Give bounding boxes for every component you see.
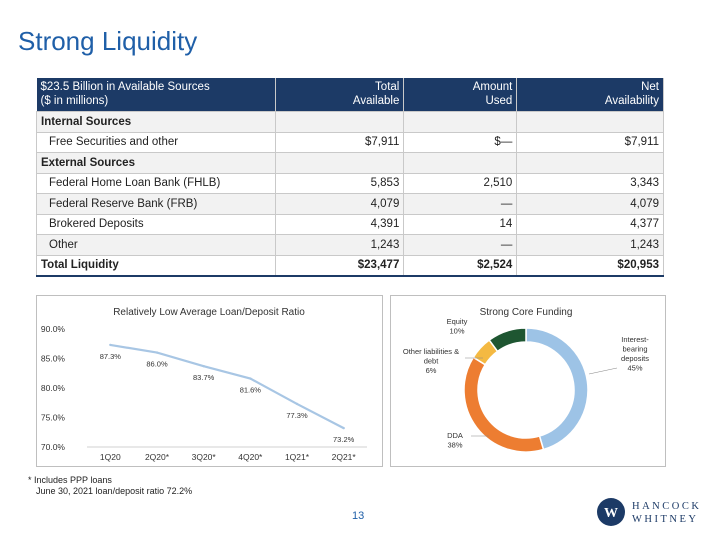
table-cell [274,111,405,133]
table-cell: — [403,234,518,256]
liquidity-table: $23.5 Billion in Available Sources ($ in … [36,78,664,277]
table-cell: Internal Sources [36,111,276,133]
line-chart-svg: Relatively Low Average Loan/Deposit Rati… [41,307,367,462]
x-tick-label: 4Q20* [238,452,263,462]
core-funding-chart: Strong Core Funding Interest-bearing depos… [390,295,666,467]
table-cell: 4,079 [274,193,405,215]
donut-chart-svg: Strong Core Funding Interest-bearing depos… [403,307,649,453]
data-label: 81.6% [240,386,262,395]
table-cell: 2,510 [403,172,518,194]
x-tick-label: 1Q21* [285,452,310,462]
table-cell: 4,079 [516,193,664,215]
hancock-whitney-logo-icon: W [597,498,625,526]
ratio-point [202,364,205,368]
footnote-ppp: * Includes PPP loans [28,475,112,485]
table-cell: 3,343 [516,172,664,194]
table-row: Other 1,243—1,243 [36,234,664,256]
ratio-point [109,343,112,347]
table-header-0: $23.5 Billion in Available Sources ($ in … [36,78,276,112]
loan-deposit-chart: Relatively Low Average Loan/Deposit Rati… [36,295,383,467]
table-cell: Federal Reserve Bank (FRB) [36,193,276,215]
table-row: Brokered Deposits 4,391 14 4,377 [36,213,664,235]
y-tick-label: 75.0% [41,413,66,423]
table-header-1: Total Available [275,78,405,112]
slice-label: Equity 10% [447,317,468,336]
slice-label: Other liabilities & debt 6% [403,347,459,375]
data-label: 73.2% [333,435,355,444]
ratio-point [342,426,345,430]
table-cell: 14 [403,213,518,235]
data-label: 83.7% [193,373,215,382]
table-cell: $23,477 [274,254,405,277]
logo-line-2: WHITNEY [632,514,699,525]
y-tick-label: 90.0% [41,324,66,334]
table-cell: $20,953 [516,254,664,277]
table-cell: External Sources [36,152,276,174]
donut-slice [488,327,527,353]
table-cell: 1,243 [274,234,405,256]
y-tick-label: 80.0% [41,383,66,393]
x-tick-label: 1Q20 [100,452,121,462]
table-cell [403,111,518,133]
x-tick-label: 3Q20* [192,452,217,462]
table-cell: 1,243 [516,234,664,256]
table-cell [516,152,664,174]
x-tick-label: 2Q20* [145,452,170,462]
table-cell: 4,391 [274,213,405,235]
table-cell [274,152,405,174]
x-tick-label: 2Q21* [332,452,357,462]
data-label: 87.3% [100,352,122,361]
table-cell: $2,524 [403,254,518,277]
line-chart-title: Relatively Low Average Loan/Deposit Rati… [113,307,305,318]
page-number: 13 [352,510,365,522]
table-cell: Other [36,234,276,256]
leader-line [588,367,618,375]
data-label: 77.3% [286,411,308,420]
ratio-series-line [110,343,345,430]
ratio-point [249,377,252,380]
y-tick-label: 70.0% [41,442,66,452]
table-cell: Brokered Deposits [36,213,276,235]
table-row: Federal Reserve Bank (FRB) 4,079—4,079 [36,193,664,215]
table-row: Free Securities and other $7,911 $— $7,911 [36,131,664,153]
table-cell: $7,911 [274,131,405,153]
table-row: Internal Sources [36,111,664,133]
table-row: Total Liquidity $23,477 $2,524 $20,953 [36,254,664,277]
donut-chart-title: Strong Core Funding [480,307,573,318]
logo-line-1: HANCOCK [632,501,702,512]
table-cell: — [403,193,518,215]
table-header-2: Amount Used [403,78,518,112]
table-cell: 5,853 [274,172,405,194]
footnote-ratio: June 30, 2021 loan/deposit ratio 72.2% [36,486,193,496]
table-row: External Sources [36,152,664,174]
donut-slice [463,356,545,453]
table-header-3: Net Availability [516,78,664,112]
data-label: 86.0% [146,360,168,369]
slice-label: DDA 38% [447,431,463,450]
table-cell: Free Securities and other [36,131,276,153]
page-title: Strong Liquidity [18,26,198,56]
table-cell [403,152,518,174]
y-tick-label: 85.0% [41,354,66,364]
table-row: Federal Home Loan Bank (FHLB) 5,853 2,510 3… [36,172,664,194]
ratio-point [155,351,159,354]
table-cell: $7,911 [516,131,664,153]
logo-mark: W [604,506,618,521]
table-cell: Federal Home Loan Bank (FHLB) [36,172,276,194]
slice-label: Interest-bearing deposits 45% [621,335,649,373]
table-cell: Total Liquidity [36,254,276,277]
ratio-point [295,402,299,406]
table-cell [516,111,664,133]
table-cell: $— [403,131,518,153]
donut-slice [525,327,589,451]
table-cell: 4,377 [516,213,664,235]
